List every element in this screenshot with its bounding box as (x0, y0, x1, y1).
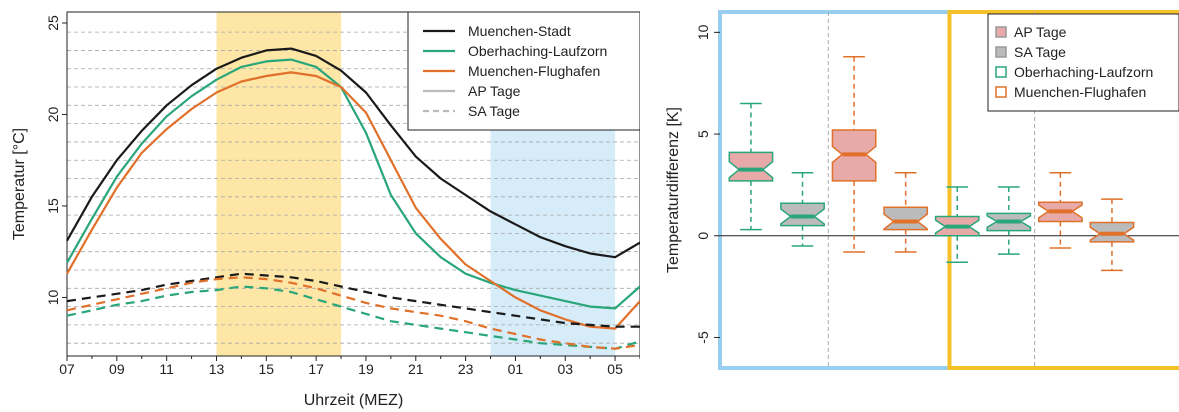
box-body (728, 151, 774, 182)
series-line-3 (66, 272, 640, 328)
box-2 (831, 56, 877, 253)
box-1 (780, 171, 825, 247)
temperature-line-chart: 07 09 11 13 15 17 19 21 23 01 03 05 10 15 20 25 Uhrzeit … (11, 11, 640, 409)
legend: Muenchen-Stadt Oberhaching-Laufzorn Muench… (407, 11, 640, 131)
series-line-1 (66, 58, 640, 310)
legend-label: Muenchen-Flughafen (468, 63, 600, 79)
temperature-difference-boxplot: -5 0 5 10 Temperaturdifferenz [K] AP Tage SA T… (665, 10, 1179, 370)
box-body (883, 206, 929, 231)
legend-marker (995, 66, 1007, 78)
y-tick-label: 0 (695, 232, 711, 240)
x-tick-label: 05 (607, 361, 623, 377)
y-tick-label: 10 (695, 24, 711, 40)
y-axis-label: Temperatur [°C] (11, 128, 28, 240)
x-tick-label: 07 (59, 361, 75, 377)
box-7 (1089, 198, 1135, 272)
box-4 (934, 186, 980, 263)
x-tick-label: 01 (508, 361, 524, 377)
legend-label: Muenchen-Stadt (468, 23, 571, 39)
y-tick-label: -5 (695, 331, 711, 344)
legend-label: AP Tage (1014, 24, 1067, 40)
legend-label: SA Tage (1014, 44, 1066, 60)
box-body (780, 202, 825, 227)
legend-label: Muenchen-Flughafen (1014, 84, 1146, 100)
box-0 (728, 102, 774, 231)
box-5 (986, 186, 1032, 255)
period-frame-left (718, 10, 952, 370)
y-tick-label: 5 (695, 130, 711, 138)
series-line-0 (66, 47, 640, 259)
y-tick-label: 10 (45, 289, 61, 305)
series-line-5 (66, 276, 640, 350)
series-line-4 (66, 285, 640, 350)
y-tick-label: 20 (45, 106, 61, 122)
series-line-2 (66, 71, 640, 330)
legend-label: SA Tage (468, 103, 520, 119)
x-tick-label: 19 (358, 361, 374, 377)
legend-label: AP Tage (468, 83, 521, 99)
y-axis-label: Temperaturdifferenz [K] (665, 107, 682, 273)
period-frame-right (947, 10, 1179, 370)
y-tick-label: 15 (45, 198, 61, 214)
legend-marker (995, 26, 1007, 38)
x-tick-label: 03 (557, 361, 573, 377)
x-tick-label: 09 (109, 361, 125, 377)
x-tick-label: 21 (408, 361, 424, 377)
y-tick-label: 25 (45, 15, 61, 31)
legend-label: Oberhaching-Laufzorn (1014, 64, 1153, 80)
plot-frame (66, 11, 640, 357)
legend-marker (995, 46, 1007, 58)
legend: AP Tage SA Tage Oberhaching-Laufzorn Muench… (987, 13, 1179, 112)
x-tick-label: 15 (259, 361, 275, 377)
x-tick-label: 17 (308, 361, 324, 377)
box-3 (883, 171, 929, 253)
shaded-period-0 (216, 12, 342, 356)
x-tick-label: 13 (209, 361, 225, 377)
x-tick-label: 11 (159, 361, 174, 377)
x-tick-label: 23 (458, 361, 474, 377)
box-6 (1037, 171, 1083, 249)
legend-marker (995, 86, 1007, 98)
legend-box (987, 13, 1179, 112)
legend-label: Oberhaching-Laufzorn (468, 43, 607, 59)
x-axis-label: Uhrzeit (MEZ) (304, 392, 404, 409)
